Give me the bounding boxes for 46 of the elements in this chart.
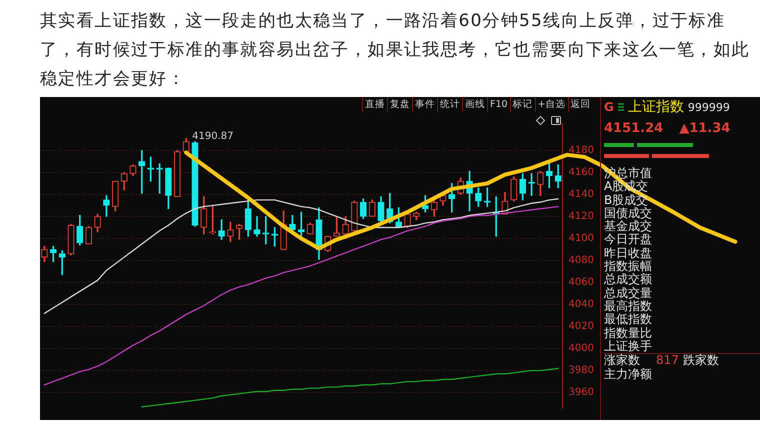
y-tick-label: 4000: [568, 343, 594, 354]
y-tick-label: 4020: [568, 321, 594, 332]
annotation: 4151.24: [604, 120, 664, 136]
annotation: 涨家数: [604, 353, 640, 368]
text: +自选: [534, 97, 568, 112]
chart-title: 其实看上证指数，这一段走的也太稳当了，一路沿着60分钟55线向上反弹，过于标准了，有时候过于标准的事就容易出岔子，如果让我思考，它也需要向下来这么一笔，如此稳定性才会更好：: [40, 10, 751, 91]
annotation: 基金成交: [604, 219, 652, 234]
annotation: 最高指数: [604, 298, 652, 313]
y-tick-label: 3960: [568, 387, 594, 398]
candlestick: [254, 216, 260, 237]
y-tick-label: 4180: [568, 145, 594, 156]
text: 上证指数: [628, 98, 684, 116]
text: 返回: [568, 97, 593, 112]
line-series: [141, 368, 559, 408]
text: F10: [487, 97, 510, 112]
annotation: ▲11.34: [679, 120, 730, 136]
text: 复盘: [387, 97, 412, 112]
annotation: 指数振幅: [604, 259, 652, 274]
annotation: 今日开盘: [604, 232, 652, 246]
annotation: 总成交额: [604, 272, 652, 286]
y-tick-label: 4160: [568, 167, 594, 178]
y-tick-label: 4100: [568, 233, 594, 244]
annotation: 昨日收盘: [604, 246, 652, 260]
annotation: 4190.87: [192, 131, 234, 142]
annotation: 指数量比: [604, 326, 652, 340]
y-tick-label: 4060: [568, 277, 594, 288]
annotation: 跌家数: [682, 353, 719, 368]
y-tick-label: 4140: [568, 189, 594, 200]
annotation: 最低指数: [604, 312, 652, 326]
y-tick-label: 4120: [568, 211, 594, 222]
text: 999999: [688, 100, 730, 114]
annotation: 国债成交: [604, 206, 652, 220]
annotation: 817: [656, 353, 679, 368]
text: 直播: [362, 97, 387, 112]
text: 画线: [462, 97, 487, 112]
text: 统计: [437, 97, 462, 112]
annotation: 主力净额: [604, 367, 652, 382]
annotation: 上证换手: [604, 338, 652, 353]
y-tick-label: 3980: [568, 365, 594, 376]
text: 标记: [510, 97, 535, 112]
y-tick-label: 4040: [568, 299, 594, 310]
text: 事件: [412, 97, 437, 112]
text: G: [604, 100, 614, 114]
annotation: B股成交: [604, 192, 648, 207]
y-tick-label: 4080: [568, 255, 594, 266]
annotation: 总成交量: [604, 286, 652, 300]
